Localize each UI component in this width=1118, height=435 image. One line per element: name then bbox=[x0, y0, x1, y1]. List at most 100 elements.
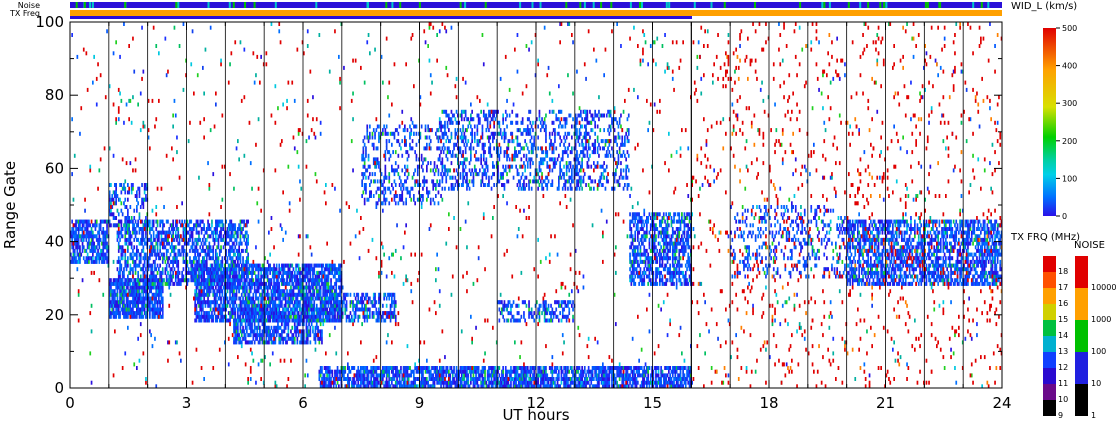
data-cell bbox=[267, 289, 269, 293]
data-cell bbox=[544, 179, 546, 183]
data-cell bbox=[462, 172, 464, 176]
data-cell bbox=[368, 154, 370, 158]
data-cell bbox=[240, 315, 242, 319]
data-cell bbox=[531, 157, 533, 161]
noise-status-mark bbox=[399, 2, 401, 8]
data-cell bbox=[141, 242, 143, 246]
data-cell bbox=[130, 231, 132, 235]
data-cell bbox=[553, 150, 555, 154]
data-cell bbox=[135, 234, 137, 238]
data-cell bbox=[526, 157, 528, 161]
data-cell bbox=[530, 110, 532, 114]
data-cell bbox=[414, 201, 416, 205]
data-cell bbox=[121, 190, 123, 194]
data-cell bbox=[491, 154, 493, 158]
data-cell bbox=[176, 256, 178, 260]
data-cell bbox=[78, 238, 80, 242]
data-cell bbox=[127, 249, 129, 253]
data-cell bbox=[153, 223, 155, 227]
data-cell bbox=[288, 326, 290, 330]
data-cell bbox=[374, 179, 376, 183]
data-cell bbox=[215, 304, 217, 308]
data-cell bbox=[455, 136, 457, 140]
data-cell bbox=[234, 300, 236, 304]
data-cell bbox=[555, 161, 557, 165]
data-cell bbox=[493, 114, 495, 118]
data-cell bbox=[546, 150, 548, 154]
data-cell bbox=[344, 311, 346, 315]
data-cell bbox=[136, 198, 138, 202]
data-cell bbox=[322, 308, 324, 312]
data-cell bbox=[508, 146, 510, 150]
data-cell bbox=[229, 304, 231, 308]
data-cell bbox=[88, 220, 90, 224]
data-cell bbox=[149, 220, 151, 224]
noise-status-mark bbox=[385, 2, 387, 8]
data-cell bbox=[423, 183, 425, 187]
data-cell bbox=[565, 187, 567, 191]
data-cell bbox=[293, 267, 295, 271]
data-cell bbox=[385, 128, 387, 132]
data-cell bbox=[144, 278, 146, 282]
data-cell bbox=[392, 150, 394, 154]
data-cell bbox=[328, 275, 330, 279]
data-cell bbox=[126, 267, 128, 271]
data-cell bbox=[82, 227, 84, 231]
data-cell bbox=[343, 300, 345, 304]
data-cell bbox=[251, 275, 253, 279]
data-cell bbox=[413, 172, 415, 176]
data-cell bbox=[159, 256, 161, 260]
data-cell bbox=[553, 121, 555, 125]
data-cell bbox=[162, 300, 164, 304]
data-cell bbox=[286, 308, 288, 312]
data-cell bbox=[390, 154, 392, 158]
data-cell bbox=[166, 267, 168, 271]
data-cell bbox=[166, 264, 168, 268]
data-cell bbox=[474, 136, 476, 140]
data-cell bbox=[115, 315, 117, 319]
data-cell bbox=[466, 179, 468, 183]
data-cell bbox=[469, 187, 471, 191]
data-cell bbox=[124, 190, 126, 194]
txfreq-status-bar-early bbox=[70, 10, 692, 16]
data-cell bbox=[201, 231, 203, 235]
data-cell bbox=[307, 315, 309, 319]
data-cell bbox=[119, 275, 121, 279]
noise-status-mark bbox=[829, 2, 831, 8]
data-cell bbox=[133, 245, 135, 249]
data-cell bbox=[162, 311, 164, 315]
data-cell bbox=[236, 304, 238, 308]
data-cell bbox=[546, 183, 548, 187]
data-cell bbox=[242, 249, 244, 253]
data-cell bbox=[467, 183, 469, 187]
data-cell bbox=[483, 157, 485, 161]
data-cell bbox=[135, 220, 137, 224]
data-cell bbox=[369, 311, 371, 315]
data-cell bbox=[172, 220, 174, 224]
data-cell bbox=[530, 179, 532, 183]
data-cell bbox=[363, 154, 365, 158]
data-cell bbox=[527, 125, 529, 129]
data-cell bbox=[117, 209, 119, 213]
data-cell bbox=[395, 161, 397, 165]
data-cell bbox=[104, 260, 106, 264]
data-cell bbox=[515, 165, 517, 169]
data-cell bbox=[504, 154, 506, 158]
data-cell bbox=[218, 256, 220, 260]
data-cell bbox=[447, 172, 449, 176]
data-cell bbox=[317, 326, 319, 330]
data-cell bbox=[199, 245, 201, 249]
data-cell bbox=[251, 340, 253, 344]
data-cell bbox=[369, 132, 371, 136]
data-cell bbox=[350, 311, 352, 315]
data-cell bbox=[368, 198, 370, 202]
data-cell bbox=[137, 271, 139, 275]
data-cell bbox=[566, 121, 568, 125]
data-cell bbox=[462, 139, 464, 143]
data-cell bbox=[202, 238, 204, 242]
data-cell bbox=[180, 253, 182, 257]
data-cell bbox=[519, 143, 521, 147]
data-cell bbox=[75, 256, 77, 260]
data-cell bbox=[430, 161, 432, 165]
data-cell bbox=[316, 322, 318, 326]
